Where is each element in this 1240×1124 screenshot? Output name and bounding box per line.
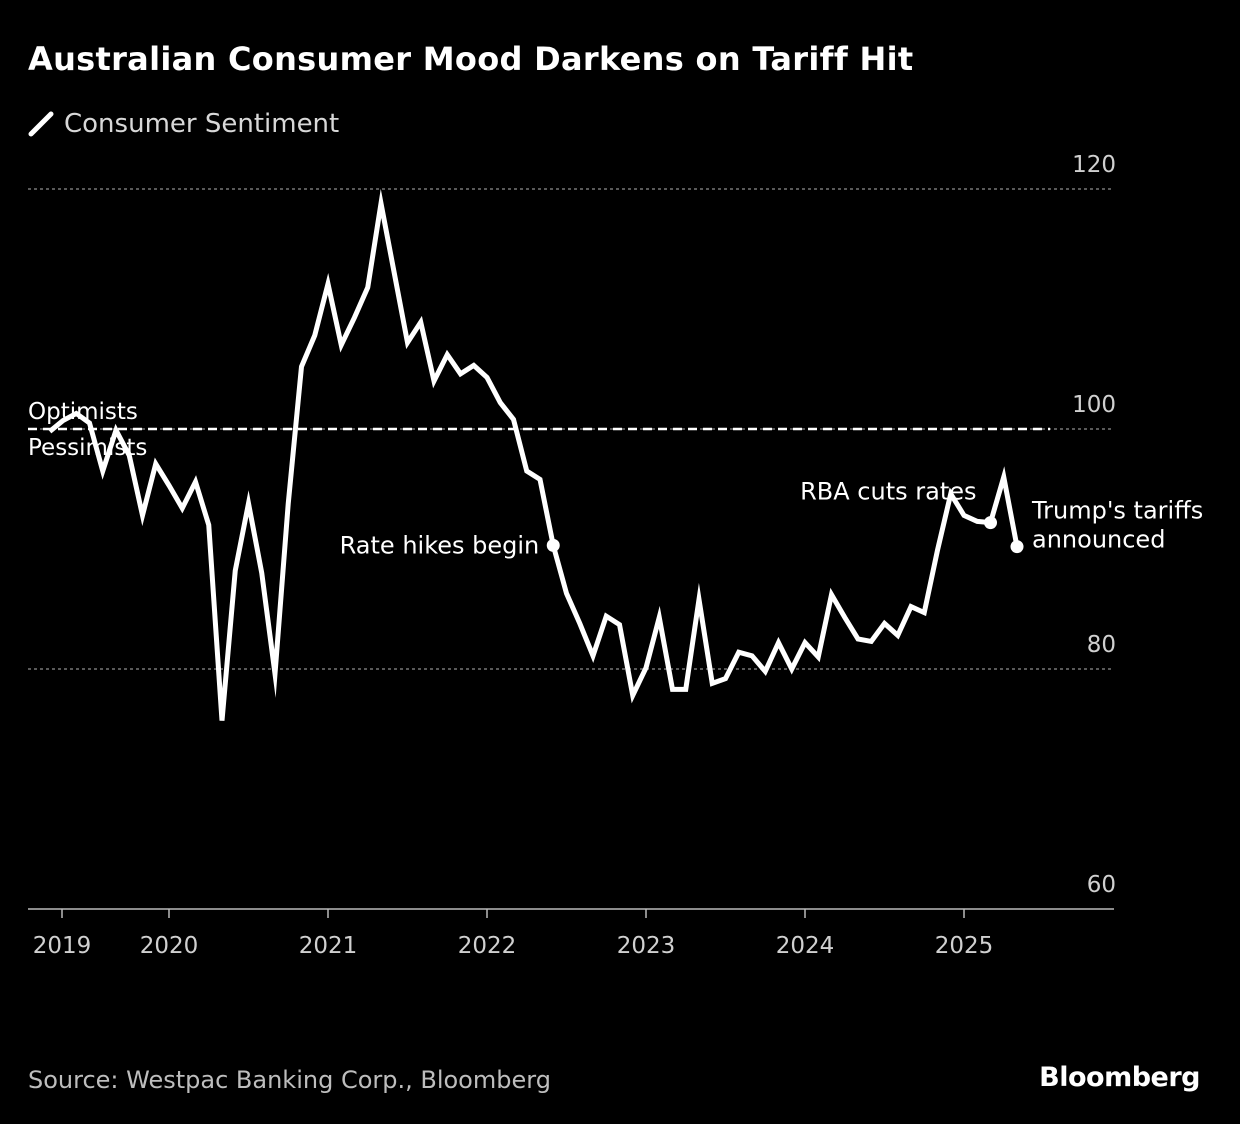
legend: Consumer Sentiment [28, 106, 339, 142]
annotation-marker [1010, 540, 1024, 554]
optimists-label: Optimists [28, 399, 138, 425]
annotation-label: RBA cuts rates [800, 478, 976, 506]
x-tick-label: 2022 [458, 933, 517, 959]
annotation-label: Rate hikes begin [340, 531, 540, 559]
x-tick-label: 2019 [33, 933, 92, 959]
annotation-marker [984, 516, 997, 530]
x-tick-label: 2021 [299, 933, 358, 959]
legend-label: Consumer Sentiment [64, 109, 340, 139]
source-note: Source: Westpac Banking Corp., Bloomberg [28, 1066, 551, 1094]
bloomberg-logo: Bloomberg [1039, 1062, 1200, 1093]
line-swatch-icon [28, 111, 54, 137]
x-tick-label: 2023 [617, 933, 676, 959]
x-tick-label: 2024 [776, 933, 835, 959]
y-tick-label: 80 [1087, 632, 1116, 658]
y-tick-label: 120 [1072, 152, 1116, 178]
annotation-label: announced [1032, 526, 1165, 554]
pessimists-label: Pessimists [28, 435, 147, 461]
y-tick-label: 60 [1087, 872, 1116, 898]
annotation-marker [546, 538, 560, 552]
series-line-consumer-sentiment [48, 188, 1020, 721]
x-tick-label: 2025 [935, 933, 994, 959]
chart-title: Australian Consumer Mood Darkens on Tari… [28, 40, 914, 78]
x-tick-label: 2020 [140, 933, 199, 959]
annotation-label: Trump's tariffs [1031, 497, 1203, 525]
y-tick-label: 100 [1072, 392, 1116, 418]
